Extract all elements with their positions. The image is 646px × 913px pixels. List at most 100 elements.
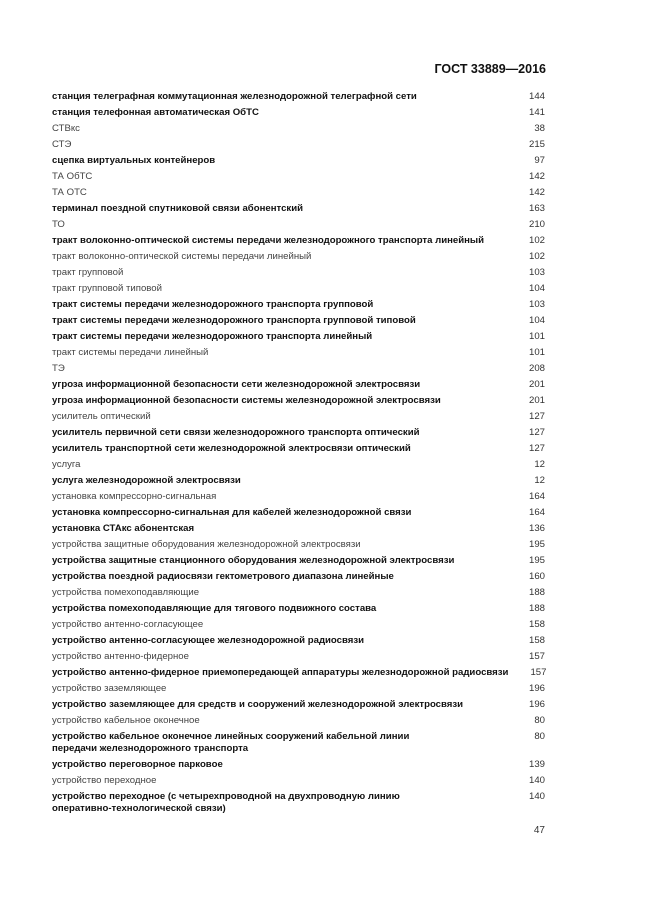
index-entry: тракт групповой 103	[52, 265, 545, 281]
index-entry: тракт системы передачи железнодорожного …	[52, 297, 545, 313]
index-page-ref: 144	[528, 91, 545, 102]
index-entry: ТЭ 208	[52, 361, 545, 377]
index-page-ref: 195	[528, 555, 545, 566]
index-entry: ТА ОбТС 142	[52, 169, 545, 185]
index-entry: устройство антенно-согласующее железнодо…	[52, 633, 545, 649]
index-term: устройство кабельное оконечное линейных …	[52, 731, 410, 754]
index-page-ref: 127	[528, 443, 545, 454]
index-page-ref: 136	[528, 523, 545, 534]
index-term: ТА ОбТС	[52, 171, 93, 182]
index-term: терминал поездной спутниковой связи абон…	[52, 203, 304, 214]
index-entry: услуга железнодорожной электросвязи 12	[52, 473, 545, 489]
index-page-ref: 12	[534, 475, 545, 486]
index-term: ТО	[52, 219, 65, 230]
index-page-ref: 157	[530, 667, 547, 678]
index-page-ref: 80	[534, 731, 545, 742]
index-entry: установка компрессорно-сигнальная 164	[52, 489, 545, 505]
index-term: устройство заземляющее	[52, 683, 167, 694]
index-entry: усилитель оптический 127	[52, 409, 545, 425]
index-term: услуга	[52, 459, 81, 470]
index-term: устройства защитные оборудования железно…	[52, 539, 361, 550]
index-term: угроза информационной безопасности сети …	[52, 379, 421, 390]
index-page-ref: 101	[528, 331, 545, 342]
index-term: станция телефонная автоматическая ОбТС	[52, 107, 259, 118]
index-page-ref: 12	[534, 459, 545, 470]
index-term: тракт групповой типовой	[52, 283, 162, 294]
index-term: установка СТАкс абонентская	[52, 523, 195, 534]
index-entry: угроза информационной безопасности сети …	[52, 377, 545, 393]
index-entry: усилитель транспортной сети железнодорож…	[52, 441, 545, 457]
index-entry: станция телеграфная коммутационная желез…	[52, 89, 545, 105]
index-term: тракт системы передачи железнодорожного …	[52, 299, 374, 310]
index-page-ref: 140	[528, 775, 545, 786]
index-page-ref: 142	[528, 171, 545, 182]
index-page-ref: 157	[528, 651, 545, 662]
index-entry: устройство кабельное оконечное 80	[52, 713, 545, 729]
index-page-ref: 201	[528, 379, 545, 390]
index-term: угроза информационной безопасности систе…	[52, 395, 441, 406]
index-page-ref: 196	[528, 699, 545, 710]
index-entry: установка СТАкс абонентская 136	[52, 521, 545, 537]
index-page-ref: 163	[528, 203, 545, 214]
index-page-ref: 102	[528, 235, 545, 246]
index-term: ТЭ	[52, 363, 65, 374]
index-entry: тракт групповой типовой 104	[52, 281, 545, 297]
index-page-ref: 160	[528, 571, 545, 582]
index-entry: устройства поездной радиосвязи гектометр…	[52, 569, 545, 585]
index-entry: устройство антенно-согласующее 158	[52, 617, 545, 633]
index-term: устройство переходное	[52, 775, 157, 786]
index-page-ref: 104	[528, 283, 545, 294]
index-entry: сцепка виртуальных контейнеров 97	[52, 153, 545, 169]
index-page-ref: 80	[534, 715, 545, 726]
index-page-ref: 97	[534, 155, 545, 166]
index-term: СТВкс	[52, 123, 80, 134]
index-page-ref: 188	[528, 603, 545, 614]
index-term: устройство переговорное парковое	[52, 759, 223, 770]
index-entry: устройство переходное 140	[52, 773, 545, 789]
index-term: устройства защитные станционного оборудо…	[52, 555, 455, 566]
index-entry: терминал поездной спутниковой связи абон…	[52, 201, 545, 217]
index-entry: устройство заземляющее 196	[52, 681, 545, 697]
index-page-ref: 164	[528, 491, 545, 502]
index-term: устройство кабельное оконечное	[52, 715, 200, 726]
index-page-ref: 127	[528, 427, 545, 438]
index-entry: устройство антенно-фидерное 157	[52, 649, 545, 665]
index-entry: устройства помехоподавляющие 188	[52, 585, 545, 601]
index-page-ref: 127	[528, 411, 545, 422]
index-page-ref: 164	[528, 507, 545, 518]
index-entry: тракт системы передачи железнодорожного …	[52, 313, 545, 329]
index-term: устройство антенно-согласующее	[52, 619, 204, 630]
index-entry: тракт волоконно-оптической системы перед…	[52, 233, 545, 249]
index-entry: ТА ОТС 142	[52, 185, 545, 201]
index-page-ref: 101	[528, 347, 545, 358]
index-term: СТЭ	[52, 139, 72, 150]
index-term: услуга железнодорожной электросвязи	[52, 475, 241, 486]
index-list: станция телеграфная коммутационная желез…	[52, 89, 547, 817]
index-term: устройства помехоподавляющие для тяговог…	[52, 603, 377, 614]
index-term: тракт групповой	[52, 267, 124, 278]
index-entry: устройство переговорное парковое 139	[52, 757, 545, 773]
document-header-standard: ГОСТ 33889—2016	[434, 62, 546, 76]
index-term: сцепка виртуальных контейнеров	[52, 155, 216, 166]
index-page-ref: 195	[528, 539, 545, 550]
index-page-ref: 38	[534, 123, 545, 134]
index-term: усилитель первичной сети связи железнодо…	[52, 427, 420, 438]
index-term: тракт волоконно-оптической системы перед…	[52, 251, 312, 262]
index-entry: устройства защитные оборудования железно…	[52, 537, 545, 553]
index-page-ref: 196	[528, 683, 545, 694]
index-term: тракт системы передачи линейный	[52, 347, 209, 358]
index-term: устройство заземляющее для средств и соо…	[52, 699, 464, 710]
index-entry: устройство антенно-фидерное приемопереда…	[52, 665, 547, 681]
index-page-ref: 201	[528, 395, 545, 406]
index-entry: усилитель первичной сети связи железнодо…	[52, 425, 545, 441]
index-page-ref: 158	[528, 635, 545, 646]
index-term: ТА ОТС	[52, 187, 87, 198]
index-entry: устройства помехоподавляющие для тяговог…	[52, 601, 545, 617]
index-entry: устройство заземляющее для средств и соо…	[52, 697, 545, 713]
index-term: установка компрессорно-сигнальная для ка…	[52, 507, 412, 518]
index-page-ref: 210	[528, 219, 545, 230]
index-term: тракт системы передачи железнодорожного …	[52, 315, 416, 326]
index-term: устройство антенно-фидерное приемопереда…	[52, 667, 509, 678]
index-entry: СТЭ 215	[52, 137, 545, 153]
index-page-ref: 104	[528, 315, 545, 326]
